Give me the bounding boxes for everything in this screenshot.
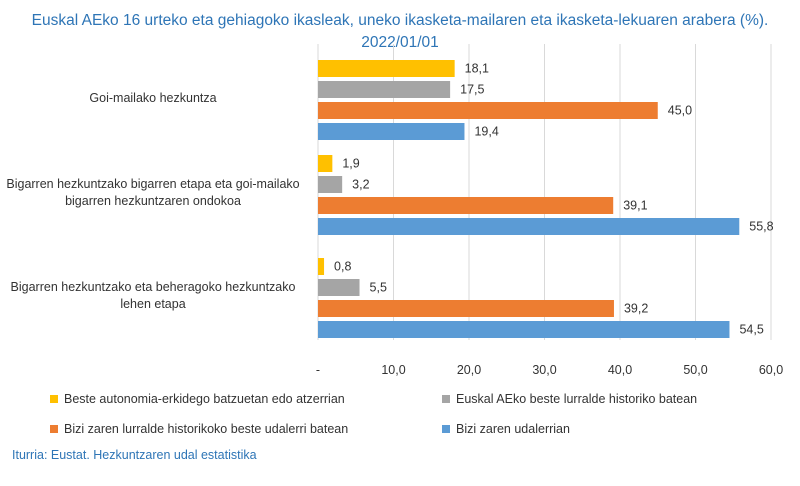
- bar-0-0: [318, 60, 455, 77]
- bar-1-0: [318, 155, 333, 172]
- x-tick-label-3: 30,0: [532, 363, 556, 377]
- legend-label: Euskal AEko beste lurralde historiko bat…: [456, 392, 698, 406]
- data-label-0-0: 18,1: [465, 62, 489, 76]
- data-label-1-0: 1,9: [342, 157, 359, 171]
- data-label-2-1: 5,5: [370, 281, 387, 295]
- data-label-1-3: 55,8: [749, 220, 773, 234]
- legend-swatch: [442, 395, 450, 403]
- data-label-0-2: 45,0: [668, 104, 692, 118]
- bar-2-3: [318, 321, 730, 338]
- data-label-2-0: 0,8: [334, 260, 351, 274]
- legend-item-1: Euskal AEko beste lurralde historiko bat…: [442, 392, 697, 406]
- legend-item-0: Beste autonomia-erkidego batzuetan edo a…: [50, 392, 345, 406]
- data-label-1-2: 39,1: [623, 199, 647, 213]
- chart-title-line2: 2022/01/01: [361, 34, 439, 51]
- bar-2-0: [318, 258, 325, 275]
- data-label-0-1: 17,5: [460, 83, 484, 97]
- legend-item-2: Bizi zaren lurralde historikoko beste ud…: [50, 422, 348, 436]
- bar-2-1: [318, 279, 360, 296]
- x-tick-label-1: 10,0: [381, 363, 405, 377]
- data-label-2-3: 54,5: [739, 323, 763, 337]
- legend-label: Bizi zaren udalerrian: [456, 422, 570, 436]
- legend-item-3: Bizi zaren udalerrian: [442, 422, 570, 436]
- category-label-line: lehen etapa: [120, 297, 186, 311]
- chart-title-line1: Euskal AEko 16 urteko eta gehiagoko ikas…: [31, 12, 769, 29]
- legend-swatch: [50, 395, 58, 403]
- category-label-line: Bigarren hezkuntzako bigarren etapa eta …: [6, 177, 300, 191]
- legend-swatch: [442, 425, 450, 433]
- category-label-line: Bigarren hezkuntzako eta beheragoko hezk…: [10, 280, 296, 294]
- source-note: Iturria: Eustat. Hezkuntzaren udal estat…: [12, 448, 257, 462]
- x-tick-label-4: 40,0: [608, 363, 632, 377]
- category-label-1: Bigarren hezkuntzako bigarren etapa eta …: [0, 176, 306, 210]
- x-tick-label-2: 20,0: [457, 363, 481, 377]
- category-label-line: Goi-mailako hezkuntza: [89, 90, 217, 105]
- legend-swatch: [50, 425, 58, 433]
- x-tick-label-0: -: [316, 363, 320, 377]
- bar-0-2: [318, 102, 658, 119]
- data-label-0-3: 19,4: [474, 125, 498, 139]
- bar-1-1: [318, 176, 343, 193]
- bar-1-2: [318, 197, 614, 214]
- bar-1-3: [318, 218, 740, 235]
- data-label-2-2: 39,2: [624, 302, 648, 316]
- category-label-line: bigarren hezkuntzaren ondokoa: [65, 194, 241, 208]
- category-label-0: Goi-mailako hezkuntza: [0, 90, 306, 107]
- chart-title: Euskal AEko 16 urteko eta gehiagoko ikas…: [0, 10, 800, 54]
- x-tick-label-5: 50,0: [683, 363, 707, 377]
- data-label-1-1: 3,2: [352, 178, 369, 192]
- legend-label: Beste autonomia-erkidego batzuetan edo a…: [64, 392, 345, 406]
- legend-label: Bizi zaren lurralde historikoko beste ud…: [64, 422, 349, 436]
- bar-0-3: [318, 123, 465, 140]
- bar-2-2: [318, 300, 614, 317]
- bar-0-1: [318, 81, 451, 98]
- x-tick-label-6: 60,0: [759, 363, 783, 377]
- category-label-2: Bigarren hezkuntzako eta beheragoko hezk…: [0, 279, 306, 313]
